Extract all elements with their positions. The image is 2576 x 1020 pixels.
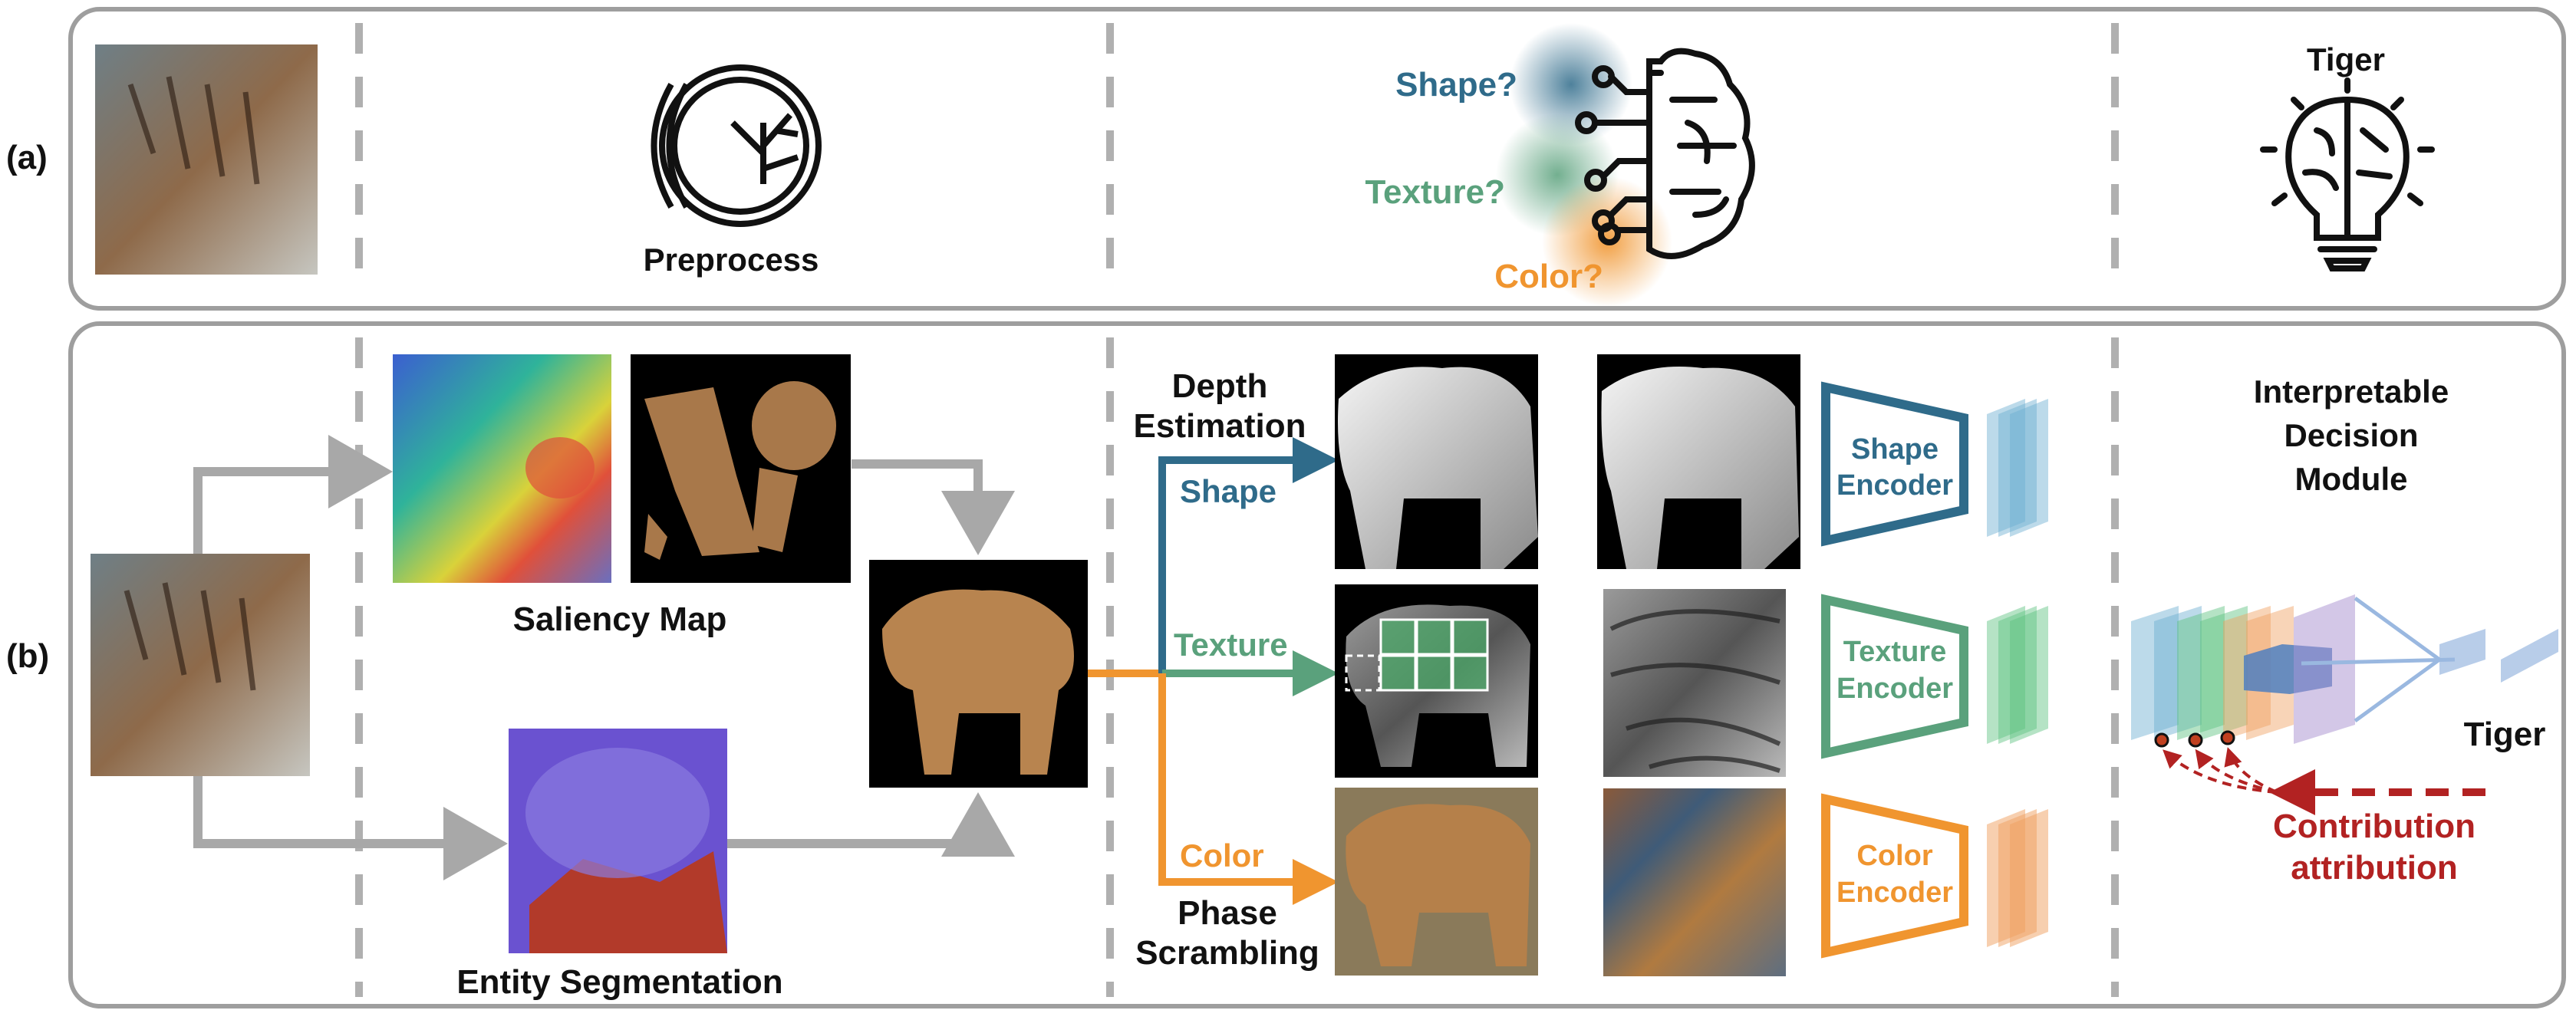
preprocess-label: Preprocess [644, 242, 819, 278]
eye-icon [651, 64, 822, 227]
texture-feature-stack [1987, 606, 2048, 744]
color-feature-stack [1987, 809, 2048, 947]
color-crop-image [1603, 788, 1786, 976]
shape-branch-label: Shape [1180, 473, 1276, 509]
texture-encoder [1821, 594, 1968, 759]
saliency-cutout-patches [644, 381, 836, 560]
tiger-result-label: Tiger [2307, 41, 2385, 77]
panel-a-frame [68, 7, 2566, 311]
color-question: Color? [1494, 258, 1603, 295]
attribution-label-2: attribution [2291, 849, 2458, 887]
decision-module-title-2: Decision [2284, 417, 2418, 453]
entity-segmentation-label: Entity Segmentation [456, 963, 782, 1001]
saliency-map-label: Saliency Map [513, 600, 727, 638]
color-encoder [1821, 793, 1968, 959]
phase-scrambling-label-2: Scrambling [1135, 934, 1319, 972]
shape-feature-stack [1987, 399, 2048, 537]
attribution-curves [2163, 747, 2278, 794]
shape-encoder-label-1: Shape [1851, 433, 1939, 466]
output-tiger-label: Tiger [2464, 716, 2546, 753]
shape-encoder-label-2: Encoder [1836, 469, 1953, 502]
decision-module-title-1: Interpretable [2254, 373, 2449, 410]
texture-patch-grid [1379, 618, 1489, 692]
segmentation-tiger-region [525, 748, 710, 878]
color-encoder-label-1: Color [1856, 840, 1932, 872]
input-tiger-stripes [127, 76, 260, 185]
attribution-label-1: Contribution [2273, 808, 2476, 845]
panel-b-label: (b) [6, 637, 49, 675]
texture-selected-patch [1345, 654, 1381, 692]
texture-encoder-label-2: Encoder [1836, 673, 1953, 705]
output-feature-bar-2 [2501, 629, 2558, 683]
depth-estimation-label-2: Estimation [1134, 407, 1306, 445]
input-tiger-image [95, 44, 318, 275]
panel-b-frame [68, 321, 2566, 1008]
attribution-nodes [2154, 730, 2235, 748]
input-tiger-image-b [91, 554, 310, 776]
texture-branch-label: Texture [1174, 627, 1288, 663]
segmented-tiger-shape [882, 589, 1074, 775]
brain-icon [1575, 48, 1755, 259]
decision-rays [2301, 596, 2456, 723]
texture-encoder-label-1: Texture [1843, 636, 1946, 668]
color-branch-label: Color [1180, 837, 1264, 874]
shape-encoder [1821, 381, 1968, 547]
saliency-hotspot [525, 437, 595, 498]
depth-map-shape [1338, 367, 1538, 569]
shape-crop-silhouette [1601, 367, 1799, 569]
shape-question: Shape? [1395, 66, 1517, 104]
input-tiger-b-stripes [124, 582, 256, 691]
decision-plane [2294, 594, 2355, 744]
color-encoder-label-2: Encoder [1836, 877, 1953, 909]
texture-question: Texture? [1365, 173, 1505, 211]
phase-scrambling-label-1: Phase [1178, 894, 1277, 932]
stage-separators [355, 23, 2119, 997]
panel-a-label: (a) [6, 139, 48, 176]
gray-flow-arrows [193, 435, 1015, 880]
output-feature-bar-1 [2439, 629, 2485, 675]
decision-module-title-3: Module [2295, 461, 2408, 497]
shape-blob [1510, 23, 1632, 146]
lightbulb-icon [2260, 77, 2435, 271]
branch-arrows [1088, 437, 1339, 905]
segmentation-red-region [529, 851, 727, 953]
texture-crop-lines [1609, 609, 1781, 773]
phase-scrambled-tiger [1346, 804, 1530, 966]
depth-estimation-label-1: Depth [1172, 367, 1268, 405]
